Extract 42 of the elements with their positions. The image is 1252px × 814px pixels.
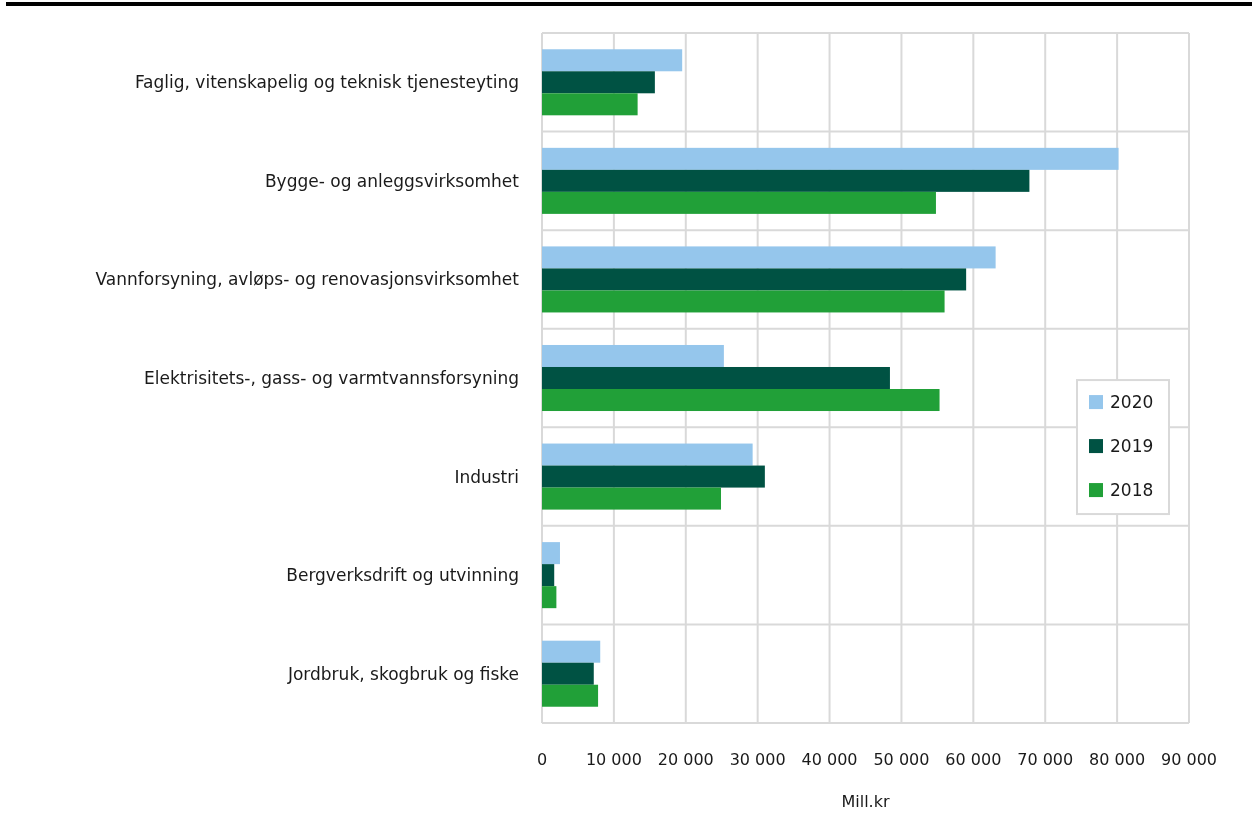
- y-tick-label: Industri: [454, 466, 519, 487]
- x-tick-label: 60 000: [945, 749, 1002, 769]
- y-tick-label: Jordbruk, skogbruk og fiske: [286, 663, 519, 684]
- x-tick-label: 20 000: [657, 749, 714, 769]
- bar: [542, 246, 996, 269]
- x-tick-label: 10 000: [585, 749, 642, 769]
- bar: [542, 640, 601, 663]
- x-tick-label: 80 000: [1089, 749, 1146, 769]
- x-tick-label: 30 000: [729, 749, 786, 769]
- legend-label: 2019: [1110, 436, 1154, 457]
- x-tick-label: 70 000: [1017, 749, 1074, 769]
- legend-label: 2018: [1110, 480, 1154, 501]
- bar: [542, 662, 594, 685]
- bar: [542, 147, 1119, 170]
- bar: [542, 268, 967, 291]
- x-axis-title: Mill.kr: [841, 791, 890, 811]
- x-tick-label: 90 000: [1161, 749, 1217, 769]
- x-tick-label: 0: [536, 749, 548, 769]
- y-tick-label: Faglig, vitenskapelig og teknisk tjenesteyting: [134, 72, 519, 93]
- bar: [542, 542, 560, 565]
- y-tick-label: Vannforsyning, avløps- og renovasjonsvirksomhet: [95, 269, 520, 290]
- y-tick-label: Bergverksdrift og utvinning: [286, 565, 519, 586]
- x-tick-label: 50 000: [873, 749, 930, 769]
- bar: [542, 389, 940, 412]
- bar: [542, 487, 721, 510]
- bar: [542, 49, 683, 72]
- bar: [542, 344, 724, 367]
- bar: [542, 443, 753, 466]
- bar: [542, 366, 890, 390]
- bar: [542, 93, 638, 116]
- bar: [542, 290, 945, 313]
- bar: [542, 684, 599, 707]
- y-tick-label: Bygge- og anleggsvirksomhet: [264, 170, 520, 191]
- legend-label: 2020: [1110, 392, 1154, 413]
- bar: [542, 564, 555, 587]
- bar: [542, 191, 936, 214]
- bar: [542, 71, 655, 94]
- bar: [542, 586, 557, 609]
- y-tick-label: Elektrisitets-, gass- og varmtvannsforsyning: [143, 368, 519, 388]
- bar: [542, 465, 765, 488]
- x-tick-label: 40 000: [801, 749, 858, 769]
- bar: [542, 169, 1030, 192]
